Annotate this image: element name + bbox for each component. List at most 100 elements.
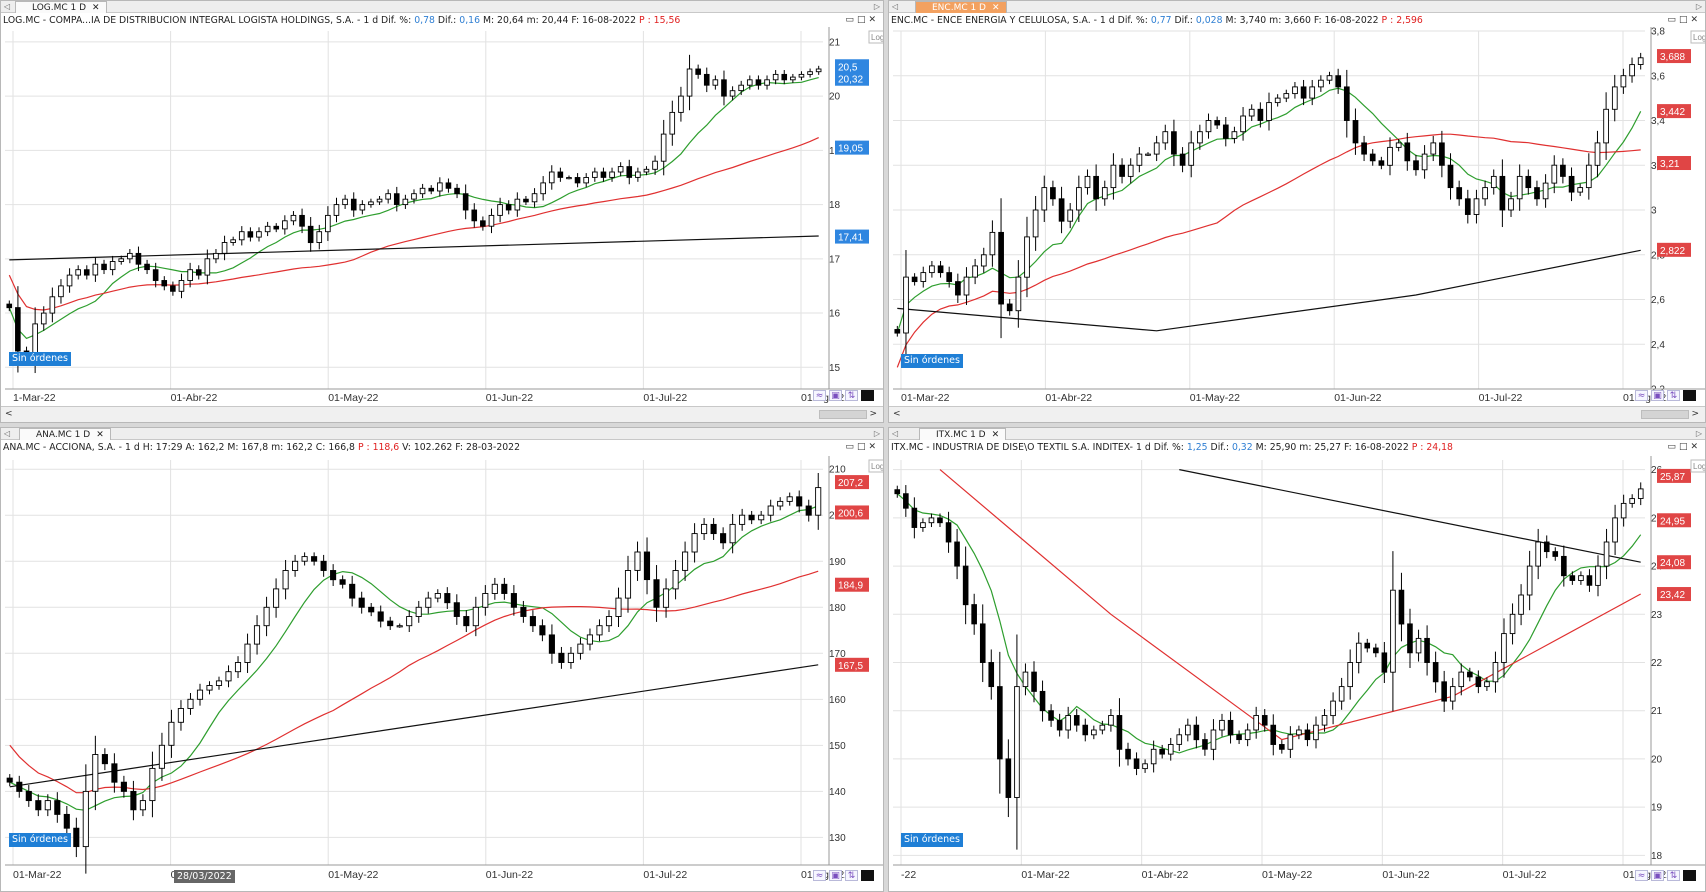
p-value: P : 15,56	[639, 15, 681, 26]
candlestick-chart-enc[interactable]: 2,22,42,62,833,23,43,63,83,6883,4423,212…	[889, 1, 1706, 423]
maximize-icon[interactable]: □	[856, 442, 869, 452]
log-scale-label: Log	[1693, 462, 1706, 471]
tab-scroll-right-icon[interactable]: ▷	[873, 429, 880, 438]
candlestick-chart-ana[interactable]: 130140150160170180190200210207,2200,6184…	[1, 428, 884, 892]
price-label: 167,5	[838, 661, 863, 672]
candle-body	[1125, 748, 1131, 760]
candle-body	[462, 193, 469, 211]
line-tool-icon[interactable]: ≈	[1635, 870, 1648, 881]
tab-scroll-right-icon[interactable]: ▷	[873, 2, 880, 11]
tab-scroll-right-icon[interactable]: ▷	[1695, 429, 1702, 438]
tab-itx[interactable]: ITX.MC 1 D ✕	[919, 428, 1007, 440]
close-icon[interactable]: ✕	[92, 3, 100, 13]
close-icon[interactable]: ✕	[868, 15, 879, 25]
minimize-icon[interactable]: ▭	[845, 442, 857, 452]
minimize-icon[interactable]: ▭	[1667, 15, 1679, 25]
minimize-icon[interactable]: ▭	[845, 15, 857, 25]
candle-body	[1578, 575, 1584, 581]
scroll-left-icon[interactable]: <	[5, 409, 13, 419]
line-tool-icon[interactable]: ≈	[813, 390, 826, 401]
color-swatch-icon[interactable]: ■	[1683, 870, 1696, 881]
candle-body	[796, 496, 803, 507]
maximize-icon[interactable]: □	[1678, 442, 1691, 452]
close-icon[interactable]: ✕	[1690, 15, 1701, 25]
tab-ana[interactable]: ANA.MC 1 D ✕	[19, 428, 111, 440]
tab-scroll-left-icon[interactable]: ◁	[892, 429, 899, 438]
candle-body	[1381, 652, 1388, 673]
candle-body	[1364, 642, 1371, 649]
save-icon[interactable]: ▣	[1651, 390, 1664, 401]
candle-body	[1179, 153, 1186, 166]
price-label: 3,21	[1660, 159, 1680, 170]
tab-scroll-left-icon[interactable]: ◁	[4, 2, 11, 11]
settings-icon[interactable]: ⇅	[845, 870, 858, 881]
candle-body	[615, 597, 622, 617]
settings-icon[interactable]: ⇅	[1667, 390, 1680, 401]
tab-enc[interactable]: ENC.MC 1 D ✕	[915, 1, 1007, 13]
candle-body	[1205, 120, 1212, 133]
color-swatch-icon[interactable]: ■	[861, 390, 874, 401]
tab-bar: ◁ LOG.MC 1 D ✕ ▷	[1, 1, 883, 13]
close-icon[interactable]: ✕	[96, 430, 104, 440]
scroll-right-icon[interactable]: >	[1691, 409, 1699, 419]
tab-scroll-left-icon[interactable]: ◁	[892, 2, 899, 11]
x-tick-label: 01-Mar-22	[901, 392, 950, 404]
indicator-line	[939, 469, 1641, 741]
indicator-line	[8, 77, 819, 340]
save-icon[interactable]: ▣	[1651, 870, 1664, 881]
candle-body	[1257, 108, 1264, 121]
scroll-right-icon[interactable]: >	[869, 409, 877, 419]
candle-body	[1167, 744, 1174, 755]
candle-body	[1526, 565, 1533, 596]
tab-scroll-right-icon[interactable]: ▷	[1695, 2, 1702, 11]
minimize-icon[interactable]: ▭	[1667, 442, 1679, 452]
line-tool-icon[interactable]: ≈	[813, 870, 826, 881]
candle-body	[738, 84, 744, 92]
save-icon[interactable]: ▣	[829, 870, 842, 881]
indicator-line	[897, 249, 1641, 332]
y-tick-label: 24	[1651, 562, 1663, 573]
candle-body	[1248, 108, 1255, 117]
price-label: 2,822	[1660, 246, 1685, 257]
close-icon[interactable]: ✕	[991, 430, 1000, 440]
save-icon[interactable]: ▣	[829, 390, 842, 401]
candle-body	[624, 570, 632, 599]
candle-body	[653, 579, 660, 608]
candle-body	[177, 708, 184, 723]
scroll-thumb[interactable]	[819, 410, 867, 419]
scroll-left-icon[interactable]: <	[893, 409, 901, 419]
candle-body	[225, 671, 232, 682]
candle-body	[149, 767, 156, 802]
maximize-icon[interactable]: □	[1678, 15, 1691, 25]
candle-body	[903, 493, 909, 509]
color-swatch-icon[interactable]: ■	[861, 870, 874, 881]
candle-body	[1266, 102, 1272, 121]
candle-body	[282, 570, 289, 590]
candle-body	[980, 254, 987, 267]
close-icon[interactable]: ✕	[1690, 442, 1701, 452]
candle-body	[894, 329, 901, 334]
tab-log[interactable]: LOG.MC 1 D ✕	[15, 1, 107, 13]
maximize-icon[interactable]: □	[856, 15, 869, 25]
close-icon[interactable]: ✕	[992, 3, 1000, 13]
close-icon[interactable]: ✕	[868, 442, 879, 452]
header-text: V: 102.262 F: 28-03-2022	[399, 442, 520, 453]
p-value: P : 2,596	[1381, 15, 1423, 26]
price-label-box	[1657, 468, 1691, 483]
header-text: ANA.MC - ACCIONA, S.A. - 1 d H: 17:29 A:…	[3, 442, 358, 453]
horizontal-scrollbar[interactable]: < >	[1, 406, 883, 422]
tab-scroll-left-icon[interactable]: ◁	[4, 429, 11, 438]
candle-body	[454, 187, 460, 195]
horizontal-scrollbar[interactable]: < >	[889, 406, 1705, 422]
color-swatch-icon[interactable]: ■	[1683, 390, 1696, 401]
candle-body	[411, 193, 417, 200]
settings-icon[interactable]: ⇅	[845, 390, 858, 401]
x-tick-label: 01-Jun-22	[486, 869, 533, 881]
scroll-thumb[interactable]	[1641, 410, 1689, 419]
settings-icon[interactable]: ⇅	[1667, 870, 1680, 881]
candle-body	[1343, 86, 1350, 121]
candle-body	[758, 514, 765, 521]
candlestick-chart-log[interactable]: 15 16 17 18 19 20 21 20,5 20,32 19,05 17,41 Log 1-Ma…	[1, 1, 884, 423]
line-tool-icon[interactable]: ≈	[1635, 390, 1648, 401]
